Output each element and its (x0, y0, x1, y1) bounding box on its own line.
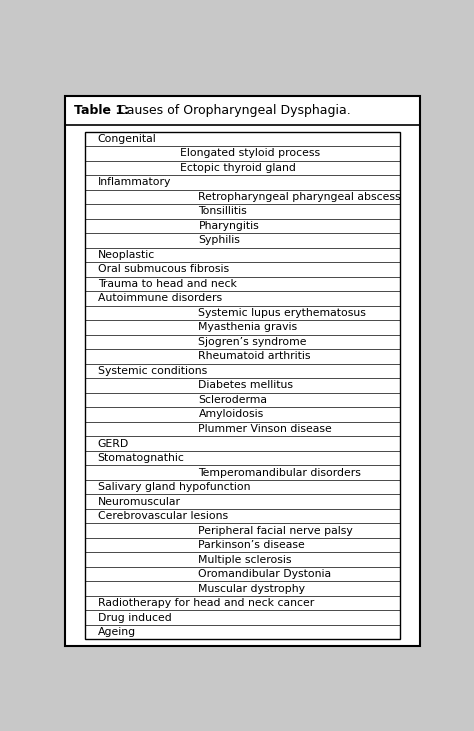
Text: Neoplastic: Neoplastic (98, 250, 155, 260)
Text: Cerebrovascular lesions: Cerebrovascular lesions (98, 511, 228, 521)
Text: Myasthenia gravis: Myasthenia gravis (199, 322, 298, 333)
Text: Autoimmune disorders: Autoimmune disorders (98, 293, 222, 303)
Text: Stomatognathic: Stomatognathic (98, 453, 184, 463)
Text: Neuromuscular: Neuromuscular (98, 496, 181, 507)
Text: Ectopic thyroid gland: Ectopic thyroid gland (180, 163, 295, 173)
Text: Oromandibular Dystonia: Oromandibular Dystonia (199, 569, 331, 579)
Text: Ageing: Ageing (98, 627, 136, 637)
Text: Salivary gland hypofunction: Salivary gland hypofunction (98, 482, 250, 492)
Text: GERD: GERD (98, 439, 129, 449)
Text: Causes of Oropharyngeal Dysphagia.: Causes of Oropharyngeal Dysphagia. (114, 104, 351, 117)
Text: Elongated styloid process: Elongated styloid process (180, 148, 319, 159)
Text: Rheumatoid arthritis: Rheumatoid arthritis (199, 352, 311, 361)
Text: Retropharyngeal pharyngeal abscess: Retropharyngeal pharyngeal abscess (199, 192, 401, 202)
Text: Drug induced: Drug induced (98, 613, 171, 623)
Text: Scleroderma: Scleroderma (199, 395, 267, 405)
Text: Temperomandibular disorders: Temperomandibular disorders (199, 468, 361, 477)
Text: Peripheral facial nerve palsy: Peripheral facial nerve palsy (199, 526, 353, 536)
Text: Parkinson’s disease: Parkinson’s disease (199, 540, 305, 550)
Text: Pharyngitis: Pharyngitis (199, 221, 259, 231)
Text: Multiple sclerosis: Multiple sclerosis (199, 555, 292, 564)
Text: Congenital: Congenital (98, 134, 156, 144)
Text: Tonsillitis: Tonsillitis (199, 206, 247, 216)
Text: Radiotherapy for head and neck cancer: Radiotherapy for head and neck cancer (98, 598, 314, 608)
Text: Plummer Vinson disease: Plummer Vinson disease (199, 424, 332, 434)
Text: Oral submucous fibrosis: Oral submucous fibrosis (98, 265, 228, 274)
Text: Amyloidosis: Amyloidosis (199, 409, 264, 420)
Text: Diabetes mellitus: Diabetes mellitus (199, 380, 293, 390)
Text: Table 1:: Table 1: (74, 104, 129, 117)
Text: Syphilis: Syphilis (199, 235, 240, 246)
Text: Systemic conditions: Systemic conditions (98, 366, 207, 376)
Text: Sjogren’s syndrome: Sjogren’s syndrome (199, 337, 307, 347)
Text: Systemic lupus erythematosus: Systemic lupus erythematosus (199, 308, 366, 318)
Bar (85, 132, 400, 640)
Text: Trauma to head and neck: Trauma to head and neck (98, 279, 237, 289)
Text: Muscular dystrophy: Muscular dystrophy (199, 583, 305, 594)
Text: Inflammatory: Inflammatory (98, 178, 171, 187)
